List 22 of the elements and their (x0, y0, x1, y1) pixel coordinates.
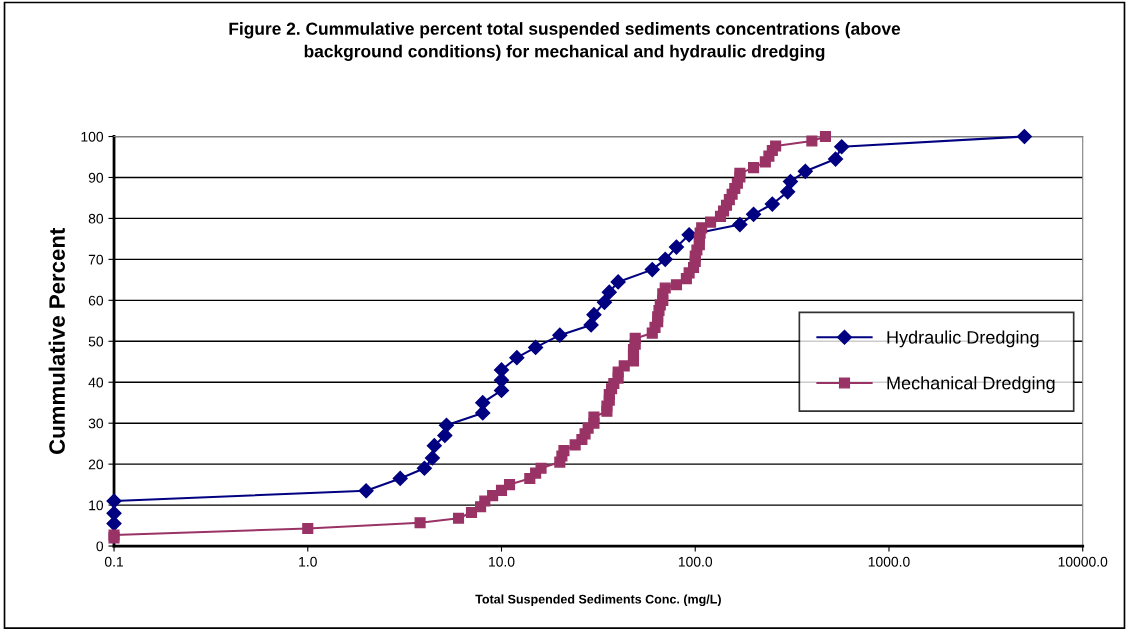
y-tick-label: 0 (96, 541, 104, 552)
x-tick-label: 1000.0 (868, 556, 910, 567)
x-tick-label: 0.1 (104, 556, 124, 567)
chart-title: Figure 2. Cummulative percent total suspended sediments concentrations (above background conditions) for mechanical and hydraulic dredging (229, 22, 901, 61)
y-tick-label: 20 (88, 459, 104, 470)
y-tick-label: 30 (88, 418, 104, 429)
y-tick-label: 80 (88, 213, 104, 224)
y-axis-title: Cummulative Percent (48, 227, 65, 454)
legend-label: Mechanical Dredging (887, 376, 1055, 394)
x-tick-label: 10.0 (489, 556, 515, 567)
y-tick-label: 40 (88, 377, 104, 388)
y-tick-label: 60 (88, 295, 104, 306)
x-tick-label: 1.0 (299, 556, 317, 567)
y-tick-label: 50 (88, 336, 104, 347)
y-tick-label: 90 (88, 172, 104, 183)
y-tick-label: 10 (89, 500, 104, 511)
legend-label: Hydraulic Dredging (887, 330, 1039, 348)
y-tick-label: 100 (81, 131, 104, 142)
x-tick-label: 100.0 (678, 556, 713, 567)
y-tick-label: 70 (88, 254, 104, 265)
x-tick-label: 10000.0 (1058, 556, 1108, 567)
x-axis-title: Total Suspended Sediments Conc. (mg/L) (475, 594, 721, 607)
